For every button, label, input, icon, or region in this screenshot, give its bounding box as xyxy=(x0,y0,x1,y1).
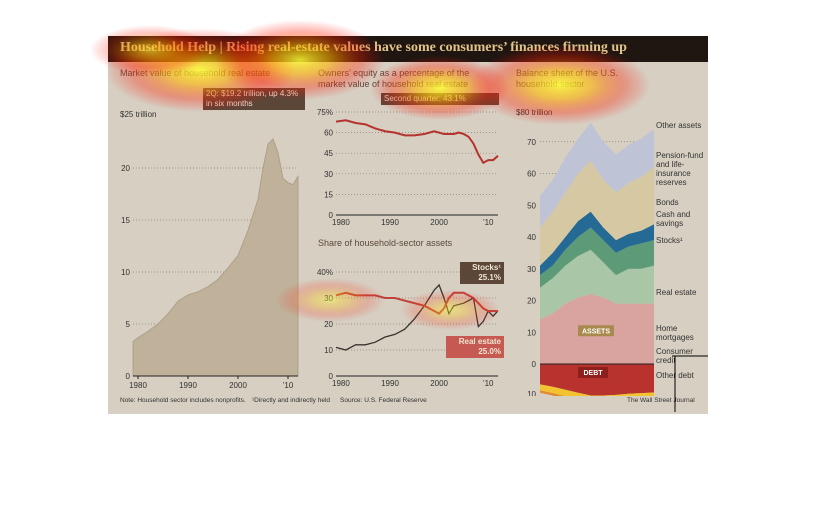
stocks-callout-value: 25.1% xyxy=(478,273,501,282)
bonds-band xyxy=(540,211,654,276)
y-tick-label: 5 xyxy=(126,320,131,329)
footer-source: Source: U.S. Federal Reserve xyxy=(340,397,427,404)
y-tick-label: 30 xyxy=(324,170,333,179)
debt-y-tick-label: 10 xyxy=(527,390,536,396)
y-tick-label: 0 xyxy=(126,372,131,381)
mortgages-band xyxy=(540,364,654,396)
market-value-ylabel: $25 trillion xyxy=(120,110,157,119)
balance-sheet-ylabel: $80 trillion xyxy=(516,108,553,117)
assets-tag: ASSETS xyxy=(582,328,610,335)
x-tick-label: 2000 xyxy=(430,218,448,227)
cash-band xyxy=(540,227,654,288)
real-estate-value-area xyxy=(132,138,299,377)
label-other-assets: Other assets xyxy=(656,121,702,130)
y-tick-label: 60 xyxy=(527,170,536,179)
owners-equity-line xyxy=(335,119,499,165)
market-value-chart: 0 5 10 15 20 1980 1990 2000 ’10 xyxy=(121,138,299,390)
y-tick-label: 45 xyxy=(324,149,333,158)
x-tick-label: 1990 xyxy=(179,381,197,390)
y-tick-label: 10 xyxy=(121,268,130,277)
realestate-callout-value: 25.0% xyxy=(478,347,501,356)
y-tick-label: 60 xyxy=(324,129,333,138)
y-tick-label: 15 xyxy=(121,216,130,225)
x-tick-label: ’10 xyxy=(483,218,494,227)
stocks-callout: Stocks¹ 25.1% xyxy=(460,262,504,284)
wsj-graphic: Household Help | Rising real-estate valu… xyxy=(108,36,708,414)
x-tick-label: ’10 xyxy=(483,379,494,388)
label-cash: Cash and savings xyxy=(656,210,691,228)
x-tick-label: 2000 xyxy=(430,379,448,388)
footer-footnote: ¹Directly and indirectly held xyxy=(252,397,331,404)
y-tick-label: 75% xyxy=(317,108,333,117)
other-debt-band xyxy=(540,390,564,396)
graphic-title: Household Help | Rising real-estate valu… xyxy=(120,40,627,55)
y-tick-label: 0 xyxy=(532,360,537,369)
balance-sheet-title: Balance sheet of the U.S. household sect… xyxy=(516,68,619,89)
x-tick-label: 1990 xyxy=(381,218,399,227)
y-tick-label: 30 xyxy=(527,265,536,274)
realestate-callout: Real estate 25.0% xyxy=(446,336,504,358)
x-tick-label: 1980 xyxy=(129,381,147,390)
y-tick-label: 70 xyxy=(527,138,536,147)
x-tick-label: 2000 xyxy=(229,381,247,390)
y-tick-label: 30 xyxy=(324,294,333,303)
footer-credit: The Wall Street Journal xyxy=(627,397,695,404)
pension-band xyxy=(540,160,654,266)
debt-tag: DEBT xyxy=(583,370,603,377)
y-tick-label: 0 xyxy=(329,211,334,220)
y-tick-label: 40% xyxy=(317,268,333,277)
y-tick-label: 15 xyxy=(324,190,333,199)
balance-sheet-chart: 010203040506070102003’05’10’12ASSETSDEBT xyxy=(527,122,654,396)
y-tick-label: 20 xyxy=(121,164,130,173)
title-bar: Household Help | Rising real-estate valu… xyxy=(108,36,708,62)
owners-equity-chart: 0 15 30 45 60 75% 1980 1990 2000 ’10 xyxy=(317,108,499,227)
y-tick-label: 10 xyxy=(324,346,333,355)
label-stocks: Stocks¹ xyxy=(656,236,683,245)
label-consumer-credit: Consumer credit xyxy=(656,347,693,365)
y-tick-label: 10 xyxy=(527,328,536,337)
y-tick-label: 40 xyxy=(527,233,536,242)
owners-equity-annotation: Second quarter: 43.1% xyxy=(381,93,499,105)
label-pension: Pension-fund and life-insurance reserves xyxy=(656,151,704,187)
y-tick-label: 20 xyxy=(527,297,536,306)
other-assets-band xyxy=(540,122,654,228)
y-tick-label: 0 xyxy=(329,372,334,381)
debt-tag-box xyxy=(578,367,608,378)
assets-tag-box xyxy=(578,325,614,337)
x-tick-label: 1980 xyxy=(332,218,350,227)
x-tick-label: 1990 xyxy=(381,379,399,388)
pointer-line xyxy=(672,355,708,412)
label-mortgages: Home mortgages xyxy=(656,324,694,342)
share-assets-title: Share of household-sector assets xyxy=(318,238,453,248)
y-tick-label: 20 xyxy=(324,320,333,329)
y-tick-label: 50 xyxy=(527,201,536,210)
footer-note: Note: Household sector includes nonprofi… xyxy=(120,397,246,404)
stocks-callout-label: Stocks¹ xyxy=(472,263,501,272)
owners-equity-title: Owners’ equity as a percentage of the ma… xyxy=(318,68,470,89)
stocks-band xyxy=(540,249,654,320)
consumer-credit-band xyxy=(540,384,654,396)
realestate-callout-label: Real estate xyxy=(458,337,501,346)
x-tick-label: ’10 xyxy=(283,381,294,390)
label-real-estate: Real estate xyxy=(656,288,697,297)
label-bonds: Bonds xyxy=(656,198,679,207)
market-value-annotation: 2Q: $19.2 trillion, up 4.3% in six month… xyxy=(203,88,305,110)
market-value-title: Market value of household real estate xyxy=(120,68,271,78)
x-tick-label: 1980 xyxy=(332,379,350,388)
